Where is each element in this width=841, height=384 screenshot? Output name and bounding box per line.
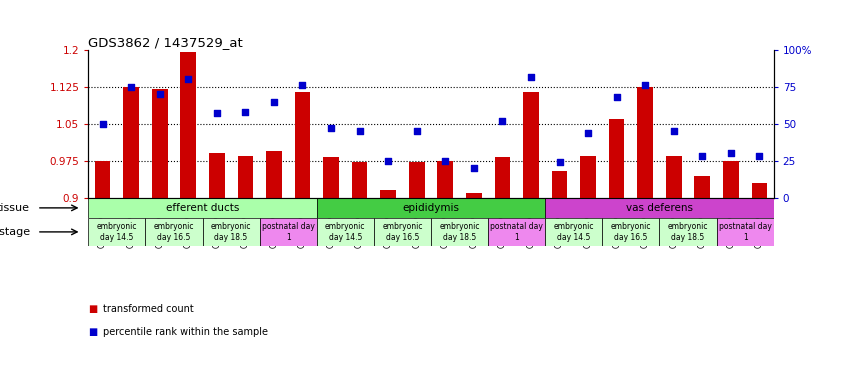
Point — [182, 76, 195, 83]
Point — [553, 159, 566, 166]
Bar — [580, 156, 596, 198]
Point — [696, 153, 709, 159]
Text: embryonic
day 16.5: embryonic day 16.5 — [382, 222, 423, 242]
Bar — [431, 218, 488, 246]
Point — [153, 91, 167, 97]
Text: vas deferens: vas deferens — [626, 203, 693, 213]
Point — [325, 125, 338, 131]
Bar — [95, 161, 110, 198]
Text: embryonic
day 14.5: embryonic day 14.5 — [553, 222, 594, 242]
Text: GDS3862 / 1437529_at: GDS3862 / 1437529_at — [88, 36, 243, 49]
Point — [581, 130, 595, 136]
Bar — [545, 218, 602, 246]
Bar — [88, 218, 145, 246]
Point — [524, 73, 537, 79]
Text: embryonic
day 14.5: embryonic day 14.5 — [325, 222, 366, 242]
Bar — [523, 92, 539, 198]
Bar — [609, 119, 625, 198]
Point — [724, 150, 738, 156]
Text: embryonic
day 18.5: embryonic day 18.5 — [439, 222, 480, 242]
Text: postnatal day
1: postnatal day 1 — [719, 222, 771, 242]
Text: efferent ducts: efferent ducts — [166, 203, 239, 213]
Bar — [152, 89, 167, 198]
Bar — [659, 218, 717, 246]
Bar — [145, 218, 203, 246]
Bar — [723, 161, 738, 198]
Point — [267, 99, 281, 105]
Point — [382, 158, 395, 164]
Text: percentile rank within the sample: percentile rank within the sample — [103, 327, 267, 337]
Bar — [317, 198, 545, 218]
Bar — [752, 183, 767, 198]
Bar — [602, 218, 659, 246]
Point — [239, 109, 252, 115]
Bar — [488, 218, 545, 246]
Bar — [545, 198, 774, 218]
Bar — [317, 218, 374, 246]
Bar — [209, 153, 225, 198]
Point — [753, 153, 766, 159]
Bar — [237, 156, 253, 198]
Bar — [181, 52, 196, 198]
Point — [96, 121, 109, 127]
Bar — [352, 162, 368, 198]
Point — [610, 94, 623, 100]
Text: epididymis: epididymis — [403, 203, 459, 213]
Bar — [380, 190, 396, 198]
Text: ■: ■ — [88, 304, 98, 314]
Bar — [717, 218, 774, 246]
Bar — [323, 157, 339, 198]
Bar — [124, 87, 139, 198]
Bar — [203, 218, 260, 246]
Text: ■: ■ — [88, 327, 98, 337]
Bar — [266, 151, 282, 198]
Point — [124, 84, 138, 90]
Bar — [466, 193, 482, 198]
Bar — [552, 170, 568, 198]
Text: tissue: tissue — [0, 203, 30, 213]
Text: embryonic
day 18.5: embryonic day 18.5 — [668, 222, 708, 242]
Text: postnatal day
1: postnatal day 1 — [262, 222, 315, 242]
Bar — [437, 161, 453, 198]
Point — [667, 128, 680, 134]
Point — [638, 82, 652, 88]
Bar — [695, 175, 710, 198]
Point — [410, 128, 424, 134]
Point — [353, 128, 367, 134]
Text: postnatal day
1: postnatal day 1 — [490, 222, 543, 242]
Bar — [374, 218, 431, 246]
Text: development stage: development stage — [0, 227, 30, 237]
Bar — [409, 162, 425, 198]
Point — [210, 111, 224, 117]
Bar — [260, 218, 317, 246]
Text: embryonic
day 14.5: embryonic day 14.5 — [97, 222, 137, 242]
Bar — [666, 156, 681, 198]
Point — [495, 118, 509, 124]
Text: embryonic
day 18.5: embryonic day 18.5 — [211, 222, 251, 242]
Text: transformed count: transformed count — [103, 304, 193, 314]
Bar — [294, 92, 310, 198]
Bar — [495, 157, 510, 198]
Point — [467, 165, 480, 171]
Point — [296, 82, 309, 88]
Bar — [637, 87, 653, 198]
Text: embryonic
day 16.5: embryonic day 16.5 — [611, 222, 651, 242]
Point — [438, 158, 452, 164]
Text: embryonic
day 16.5: embryonic day 16.5 — [154, 222, 194, 242]
Bar — [88, 198, 317, 218]
